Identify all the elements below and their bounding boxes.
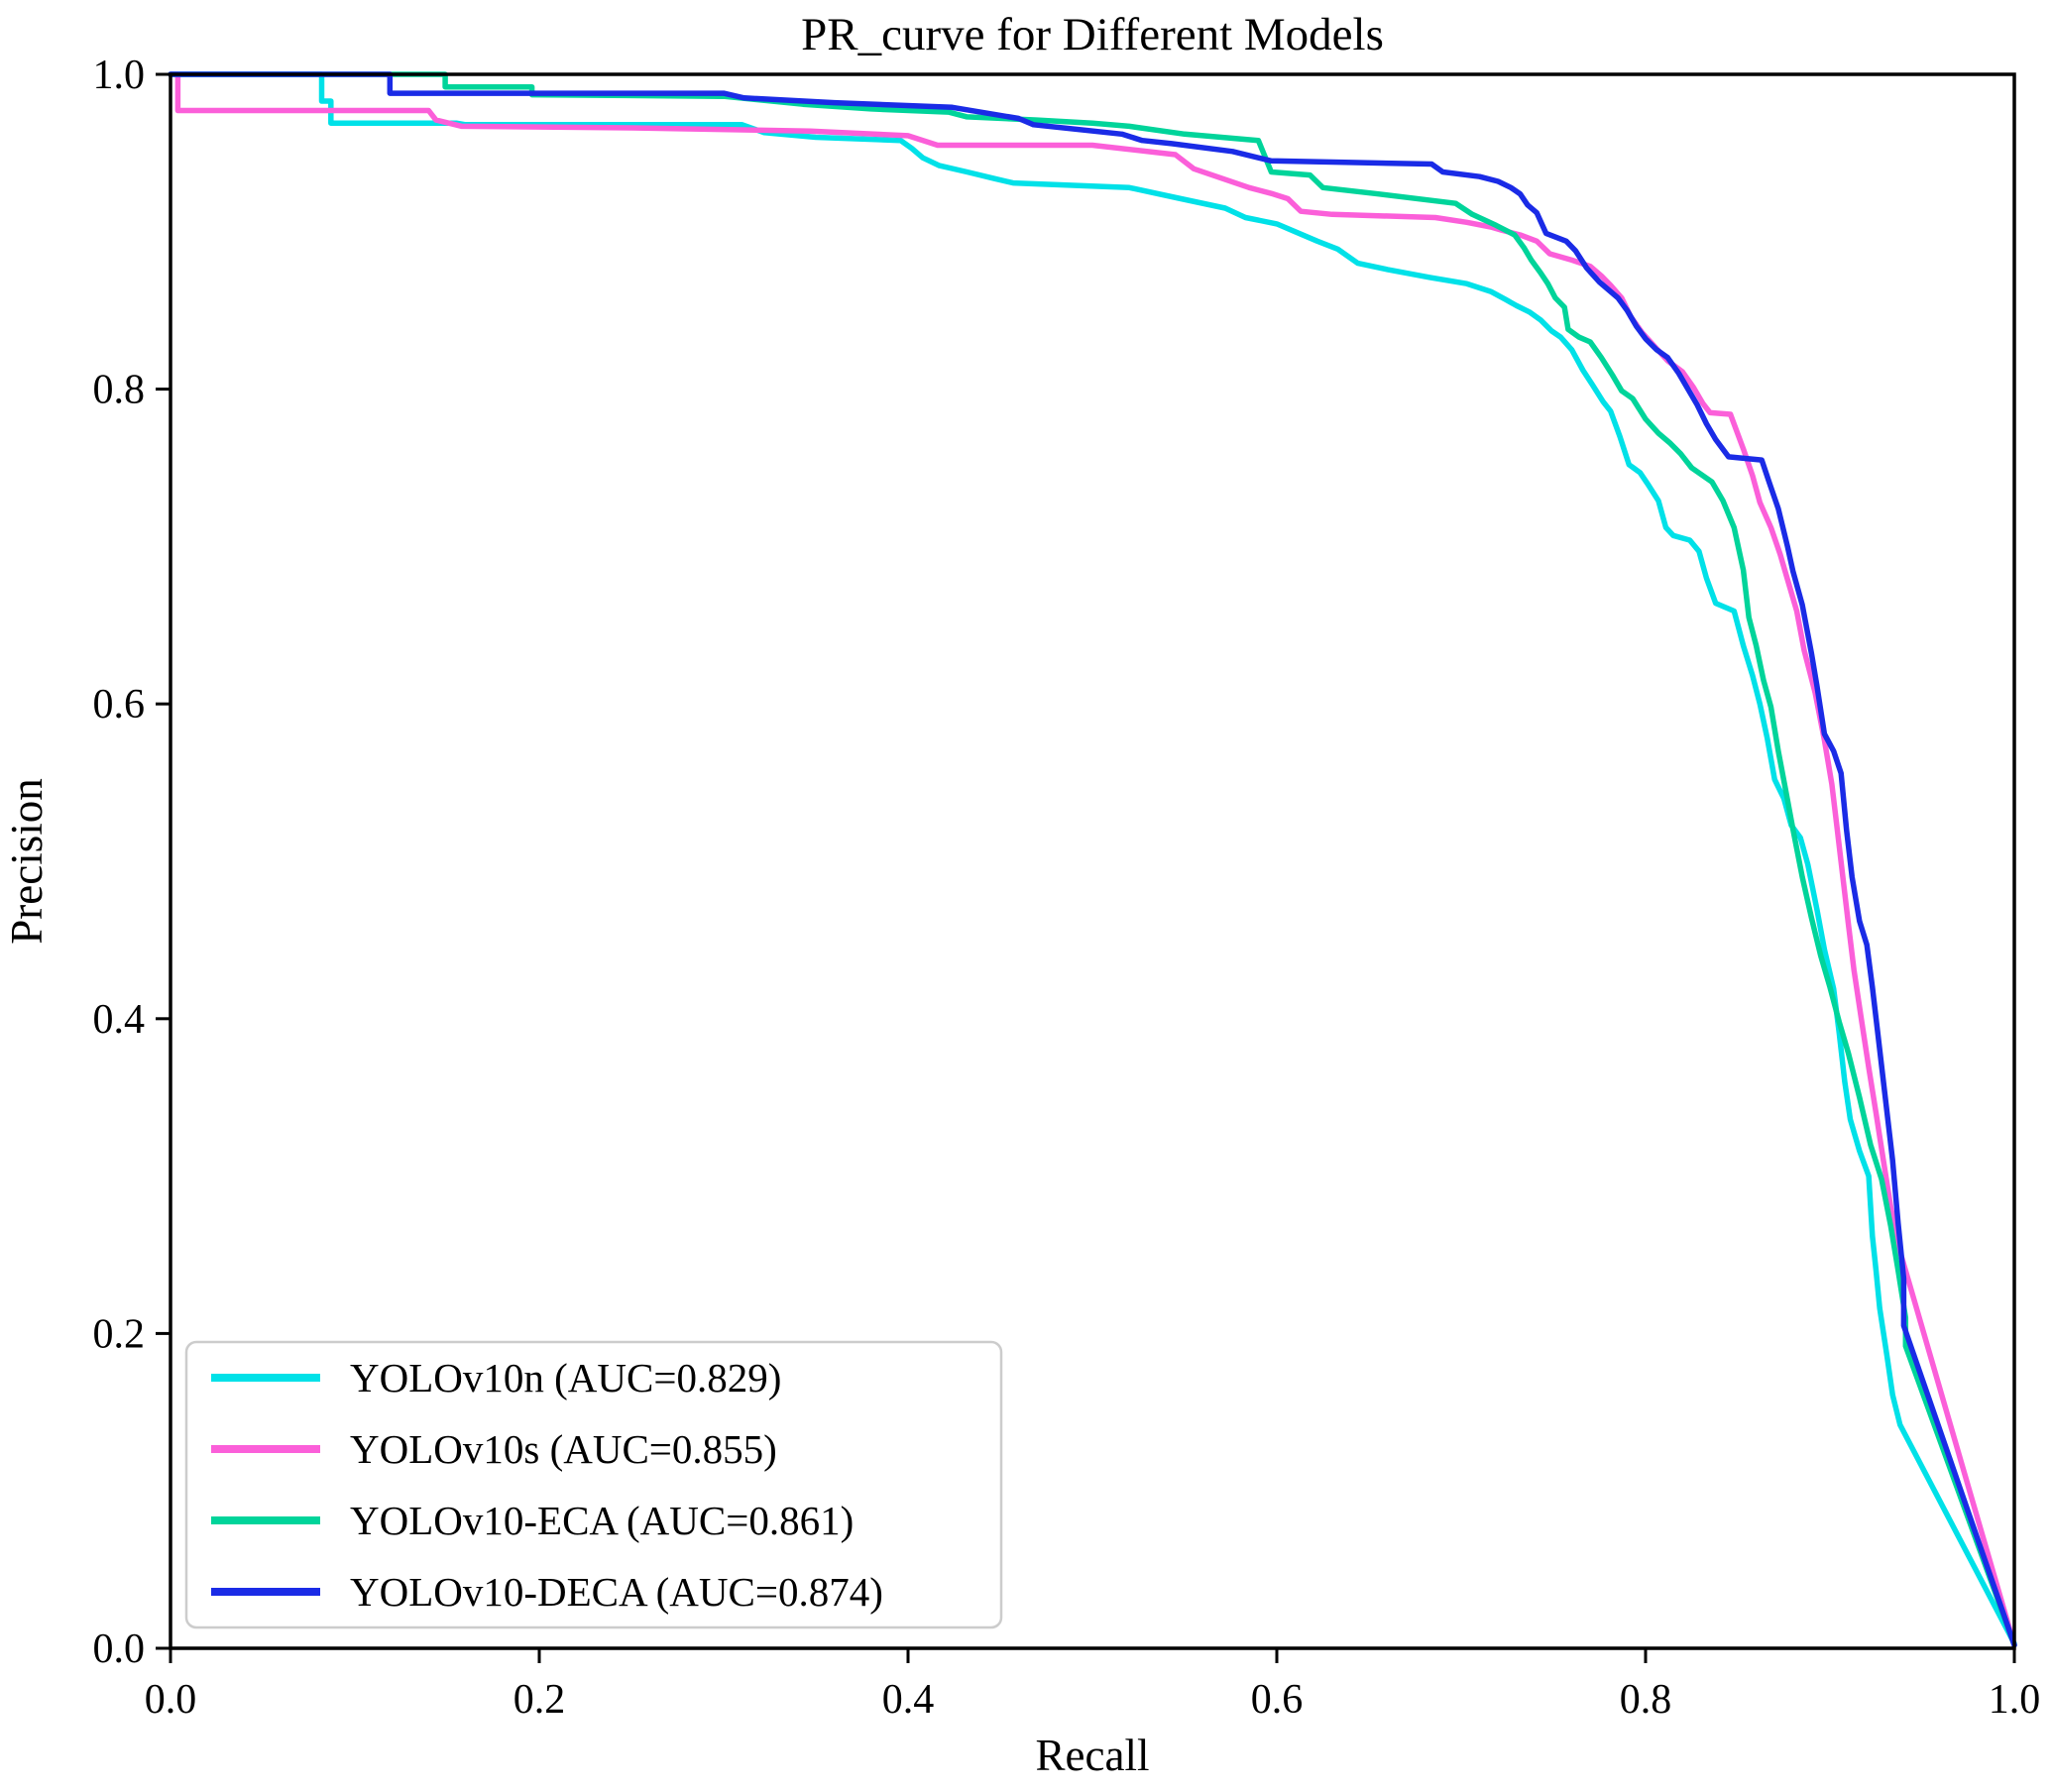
x-tick-label: 0.6 bbox=[1251, 1677, 1304, 1723]
y-tick-label: 0.6 bbox=[93, 682, 146, 728]
legend-entry-yolov10s: YOLOv10s (AUC=0.855) bbox=[211, 1426, 777, 1472]
curve-yolov10n bbox=[168, 71, 2017, 1646]
curves-group bbox=[168, 71, 2017, 1648]
legend-label: YOLOv10-ECA (AUC=0.861) bbox=[350, 1498, 854, 1543]
x-tick-label: 0.4 bbox=[882, 1677, 935, 1723]
curve-yolov10-deca bbox=[168, 71, 2017, 1648]
y-tick-label: 0.8 bbox=[93, 368, 146, 413]
y-axis-ticks: 0.0 0.2 0.4 0.6 0.8 1.0 bbox=[93, 53, 171, 1672]
legend-box bbox=[184, 1340, 1003, 1629]
y-tick-label: 0.4 bbox=[93, 997, 146, 1043]
y-tick-label: 1.0 bbox=[93, 53, 146, 98]
x-tick-label: 0.2 bbox=[513, 1677, 566, 1723]
legend: YOLOv10n (AUC=0.829) YOLOv10s (AUC=0.855)… bbox=[184, 1340, 1003, 1629]
legend-entry-yolov10-eca: YOLOv10-ECA (AUC=0.861) bbox=[211, 1498, 854, 1543]
x-tick-label: 0.8 bbox=[1620, 1677, 1672, 1723]
y-tick-label: 0.2 bbox=[93, 1311, 146, 1357]
legend-label: YOLOv10-DECA (AUC=0.874) bbox=[350, 1569, 883, 1615]
legend-label: YOLOv10n (AUC=0.829) bbox=[350, 1355, 781, 1400]
x-tick-label: 1.0 bbox=[1989, 1677, 2041, 1723]
y-tick-label: 0.0 bbox=[93, 1626, 146, 1672]
x-axis-ticks: 0.0 0.2 0.4 0.6 0.8 1.0 bbox=[145, 1648, 2041, 1723]
x-axis-label: Recall bbox=[1036, 1731, 1150, 1780]
x-tick-label: 0.0 bbox=[145, 1677, 197, 1723]
plot-border bbox=[169, 72, 2016, 1650]
y-axis-label: Precision bbox=[2, 778, 52, 944]
legend-entry-yolov10-deca: YOLOv10-DECA (AUC=0.874) bbox=[211, 1569, 883, 1615]
chart-title: PR_curve for Different Models bbox=[801, 9, 1384, 60]
legend-label: YOLOv10s (AUC=0.855) bbox=[350, 1426, 777, 1472]
legend-entry-yolov10n: YOLOv10n (AUC=0.829) bbox=[211, 1355, 781, 1400]
curve-yolov10-eca bbox=[168, 71, 2017, 1648]
